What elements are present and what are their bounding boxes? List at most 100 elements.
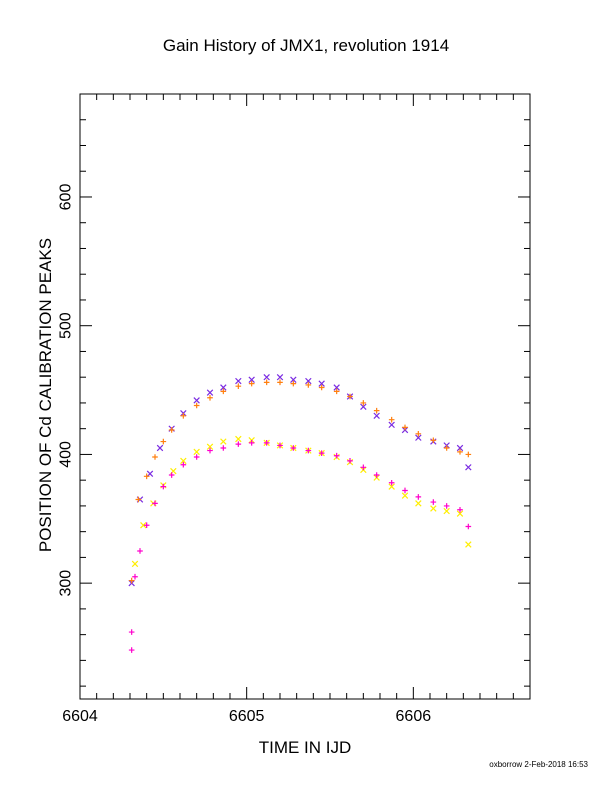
data-point — [180, 461, 187, 468]
data-point — [443, 503, 450, 509]
y-tick-label: 300 — [57, 570, 74, 597]
data-point — [456, 444, 464, 452]
data-point — [146, 470, 154, 477]
data-point — [333, 452, 340, 459]
data-point — [220, 438, 227, 445]
data-point — [235, 383, 242, 390]
series-1 — [128, 379, 472, 584]
data-point — [388, 479, 395, 486]
series-0 — [128, 373, 472, 587]
data-point — [360, 403, 367, 411]
data-point — [220, 384, 227, 391]
data-point — [305, 382, 312, 388]
data-point — [128, 647, 135, 653]
data-point — [160, 438, 167, 445]
data-point — [465, 451, 472, 458]
series-3 — [128, 440, 472, 653]
data-point — [263, 440, 270, 446]
data-point — [180, 413, 187, 419]
data-point — [143, 522, 150, 529]
data-point — [248, 440, 255, 446]
data-point — [168, 472, 175, 478]
data-point — [276, 373, 284, 381]
data-point — [128, 577, 135, 584]
data-point — [207, 394, 213, 401]
data-point — [465, 541, 472, 548]
data-marks — [128, 373, 472, 653]
data-point — [373, 472, 380, 478]
data-point — [388, 483, 395, 490]
data-point — [430, 505, 437, 512]
data-point — [220, 445, 227, 451]
data-point — [235, 435, 242, 443]
data-point — [135, 496, 142, 503]
data-point — [415, 500, 422, 507]
data-point — [333, 384, 340, 391]
data-point — [290, 445, 297, 451]
data-point — [152, 454, 158, 460]
data-point — [140, 521, 147, 529]
data-point — [360, 464, 367, 471]
data-point — [318, 450, 325, 456]
data-point — [220, 388, 227, 395]
data-point — [193, 397, 200, 404]
data-point — [402, 424, 408, 431]
axis-ticks — [79, 93, 531, 699]
data-point — [248, 376, 255, 383]
data-point — [193, 402, 200, 409]
x-axis-label: TIME IN IJD — [258, 738, 352, 757]
data-point — [137, 548, 143, 554]
tick-labels: 6604 6605 6606 300 400 500 600 — [57, 184, 431, 725]
data-point — [457, 506, 463, 513]
x-tick-label: 6604 — [62, 708, 98, 725]
data-point — [401, 492, 409, 499]
data-point — [156, 444, 164, 452]
data-point — [193, 454, 200, 460]
y-axis-label: POSITION OF Cd CALIBRATION PEAKS — [36, 237, 55, 553]
data-point — [263, 373, 270, 381]
data-point — [333, 388, 340, 395]
data-point — [131, 560, 139, 568]
y-tick-label: 500 — [58, 312, 75, 339]
data-point — [415, 431, 422, 437]
data-point — [143, 473, 150, 480]
data-point — [318, 384, 325, 391]
data-point — [373, 412, 380, 420]
data-point — [360, 400, 367, 406]
data-point — [318, 380, 325, 387]
data-point — [193, 448, 200, 456]
data-point — [402, 487, 408, 494]
data-point — [277, 442, 283, 449]
data-point — [128, 629, 135, 635]
y-tick-label: 400 — [57, 441, 74, 468]
data-point — [180, 457, 187, 465]
data-point — [443, 507, 450, 515]
data-point — [168, 427, 175, 433]
data-point — [347, 458, 353, 464]
data-point — [305, 377, 312, 385]
data-point — [160, 483, 167, 490]
series-2 — [131, 435, 472, 568]
data-point — [206, 389, 214, 396]
data-point — [206, 443, 214, 450]
data-point — [457, 449, 463, 455]
data-point — [415, 434, 422, 441]
data-point — [373, 407, 380, 414]
data-point — [290, 380, 297, 387]
data-point — [235, 377, 242, 385]
data-point — [430, 499, 437, 505]
y-tick-label: 600 — [57, 184, 74, 211]
data-point — [235, 441, 242, 447]
data-point — [277, 379, 283, 386]
data-point — [263, 379, 270, 386]
plot-frame — [79, 93, 531, 700]
data-point — [290, 376, 297, 383]
x-tick-label: 6606 — [396, 708, 432, 725]
data-point — [347, 393, 353, 400]
chart-title: Gain History of JMX1, revolution 1914 — [162, 36, 450, 55]
data-point — [248, 380, 255, 387]
footer-stamp: oxborrow 2-Feb-2018 16:53 — [489, 760, 588, 769]
data-point — [456, 510, 464, 517]
data-point — [152, 500, 158, 507]
